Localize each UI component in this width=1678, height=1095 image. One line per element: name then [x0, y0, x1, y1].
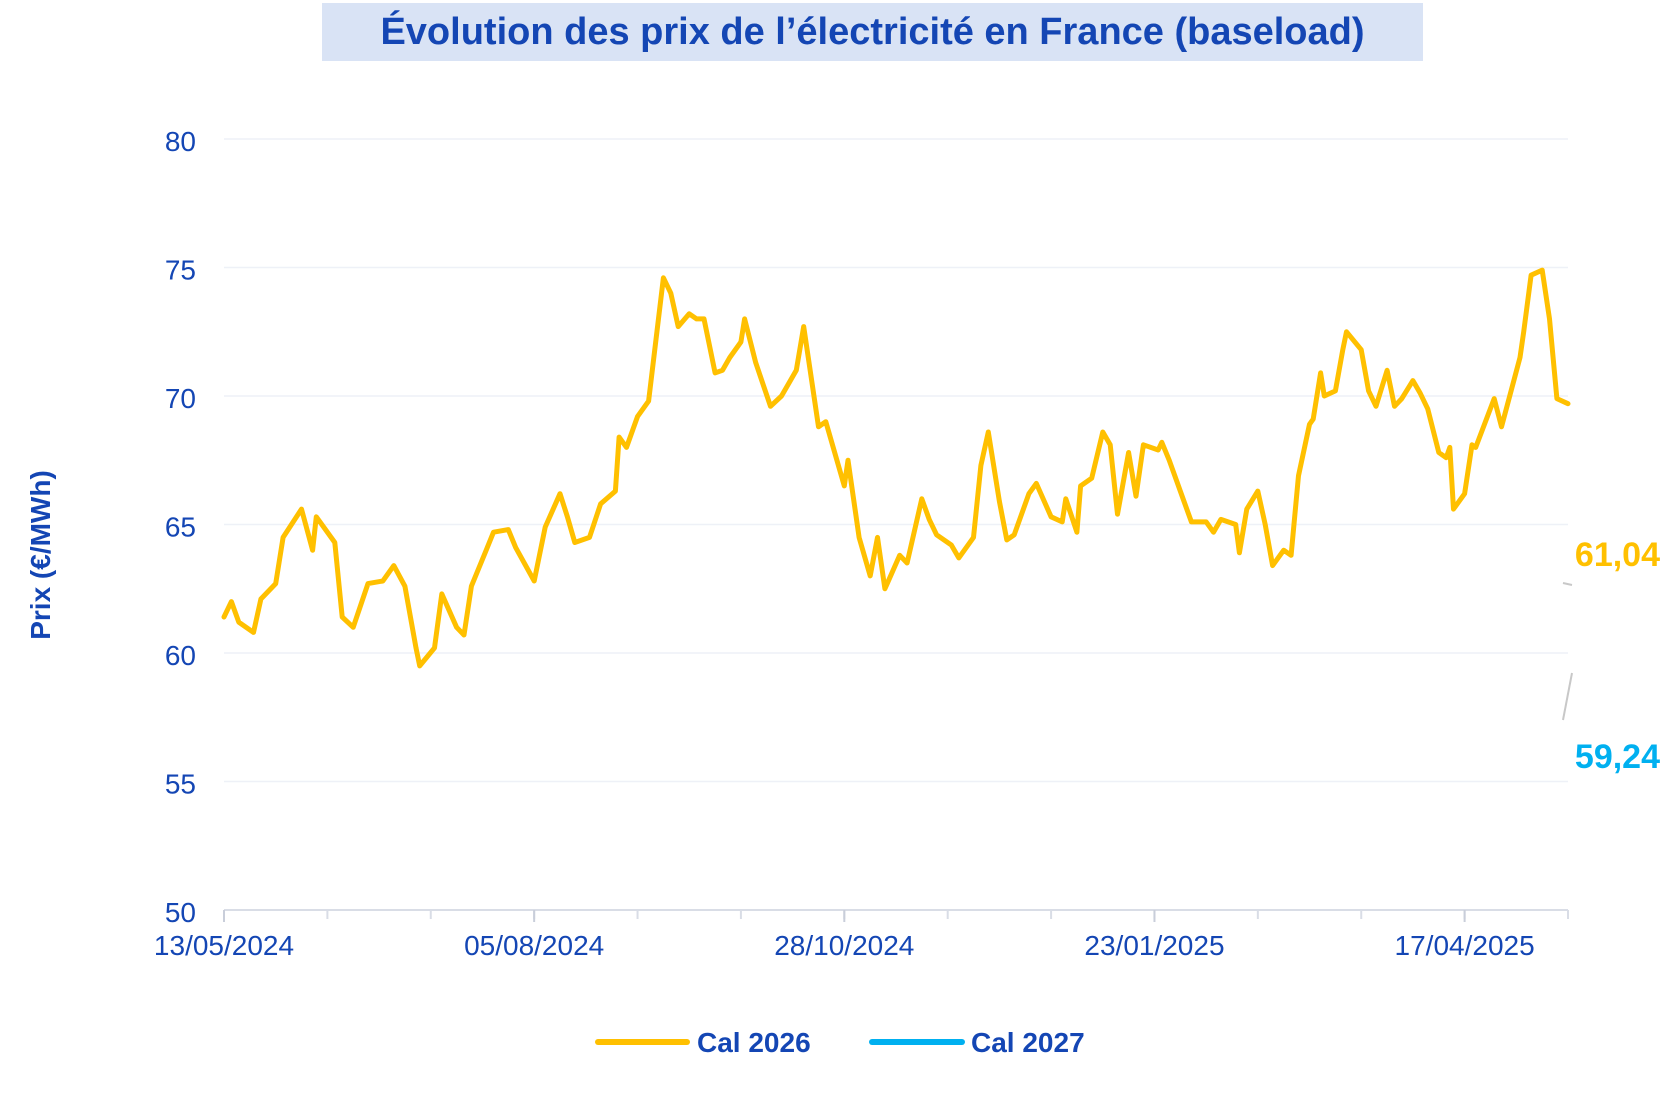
chart-title-box: Évolution des prix de l’électricité en F… — [322, 3, 1423, 61]
x-tick-label: 13/05/2024 — [154, 930, 294, 961]
y-axis-label: Prix (€/MWh) — [25, 470, 56, 640]
y-tick-label: 75 — [165, 255, 196, 286]
y-tick-label: 65 — [165, 512, 196, 543]
grid — [224, 138, 1568, 783]
legend: Cal 2026 Cal 2027 — [595, 1027, 1085, 1058]
series-line-cal-2026 — [221, 267, 1571, 669]
x-tick-label: 23/01/2025 — [1084, 930, 1224, 961]
series — [221, 267, 1571, 669]
y-tick-label: 55 — [165, 769, 196, 800]
y-tick-label: 60 — [165, 640, 196, 671]
chart-title: Évolution des prix de l’électricité en F… — [380, 10, 1365, 53]
end-label-leader — [1562, 582, 1573, 586]
end-value-label: 59,24 — [1575, 738, 1660, 776]
legend-label: Cal 2027 — [971, 1027, 1085, 1058]
axes: 50 55 60 65 70 75 80 13/05/2024 05/08/2024 28/10/… — [25, 126, 1569, 961]
labels: 61,04 59,24 — [1562, 536, 1660, 776]
x-tick-label: 17/04/2025 — [1395, 930, 1535, 961]
legend-label: Cal 2026 — [697, 1027, 811, 1058]
y-tick-label: 50 — [165, 897, 196, 928]
x-tick-label: 28/10/2024 — [774, 930, 914, 961]
y-tick-label: 80 — [165, 126, 196, 157]
y-tick-label: 70 — [165, 383, 196, 414]
end-value-label: 61,04 — [1575, 536, 1660, 574]
end-label-leader — [1562, 672, 1573, 721]
x-tick-label: 05/08/2024 — [464, 930, 604, 961]
